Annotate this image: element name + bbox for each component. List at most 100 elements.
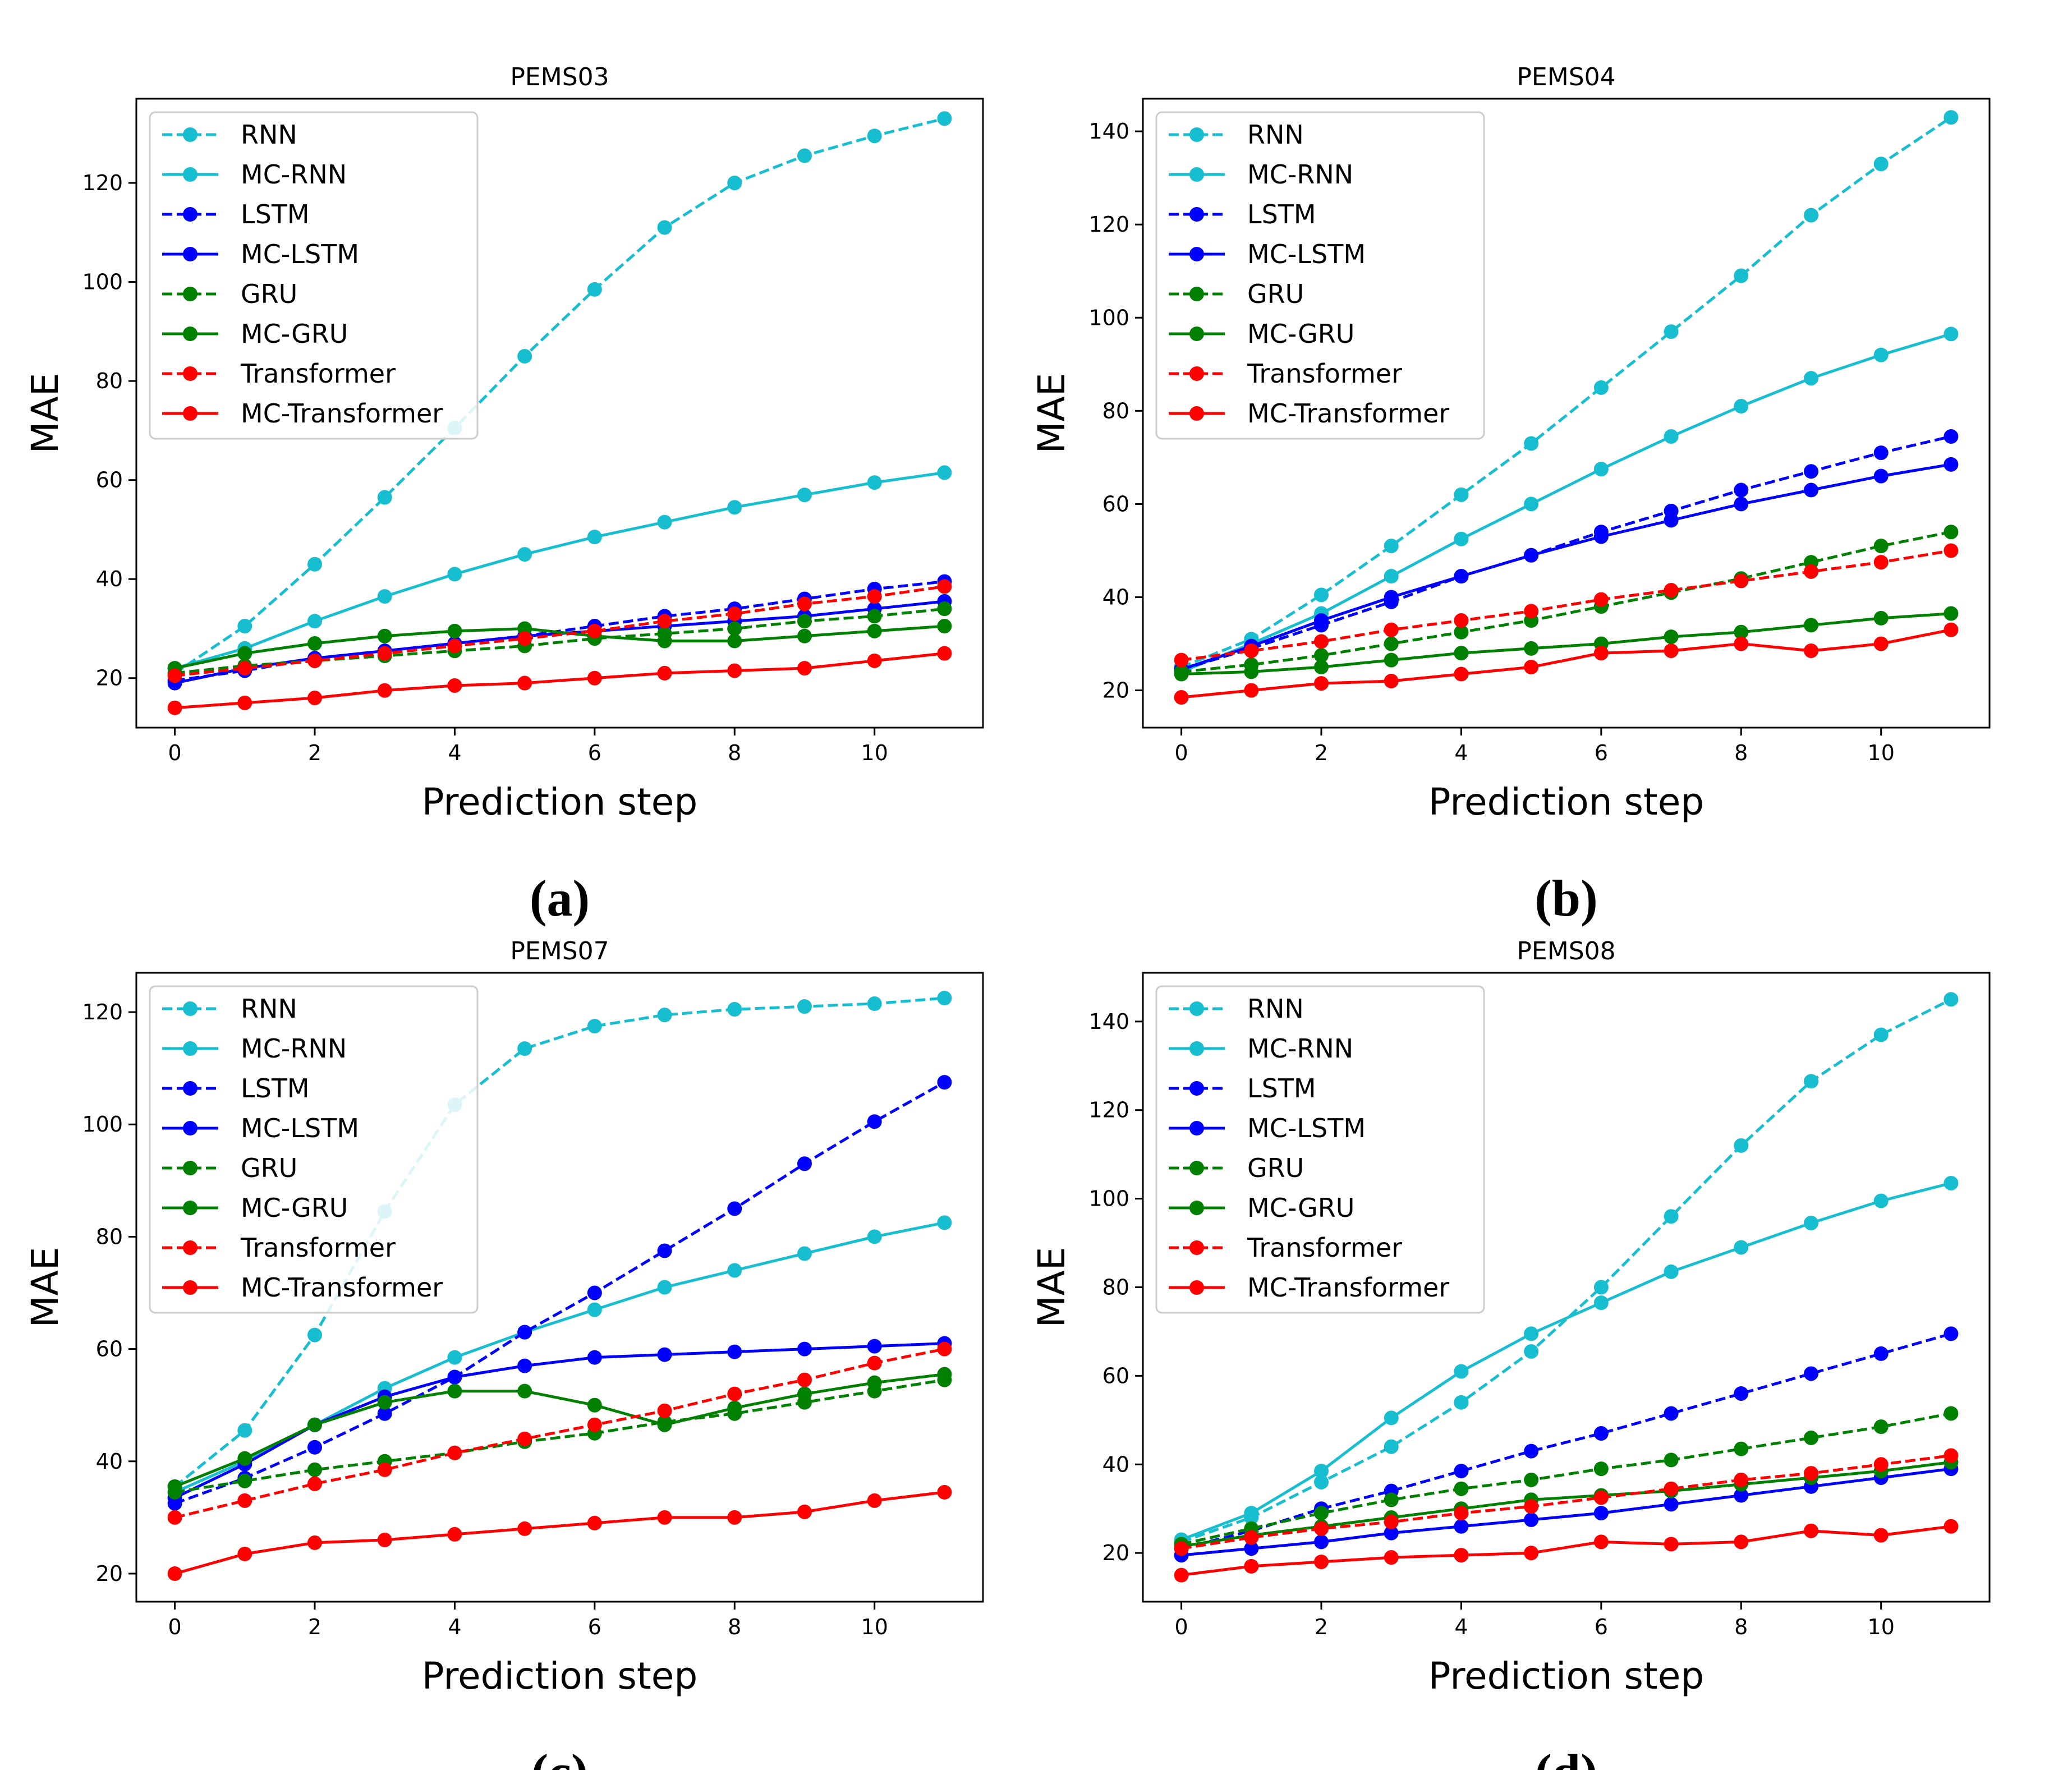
legend-entry-label: Transformer (240, 1233, 396, 1263)
data-point-mc-transformer (1384, 1550, 1399, 1565)
data-point-rnn (727, 1002, 742, 1017)
data-point-mc-gru (447, 1383, 462, 1399)
data-point-mc-lstm (1593, 1506, 1609, 1521)
data-point-lstm (727, 1201, 742, 1216)
data-point-transformer (587, 1417, 602, 1432)
data-point-rnn (587, 282, 602, 297)
data-point-mc-transformer (1174, 1567, 1189, 1583)
y-tick-label: 40 (96, 1449, 123, 1474)
data-point-rnn (1384, 539, 1399, 554)
data-point-gru (727, 621, 742, 636)
data-point-mc-gru (307, 636, 323, 651)
x-axis-label: Prediction step (1428, 1654, 1705, 1698)
legend-swatch-marker (183, 366, 197, 381)
legend-entry-label: GRU (241, 279, 297, 309)
legend-box (1155, 111, 1485, 440)
data-point-mc-transformer (587, 670, 602, 686)
data-point-mc-transformer (1314, 676, 1329, 691)
data-point-gru (1664, 1452, 1679, 1468)
data-point-mc-lstm (517, 1358, 532, 1373)
data-point-lstm (1734, 482, 1749, 498)
data-point-mc-transformer (167, 700, 182, 715)
data-point-mc-transformer (867, 1493, 882, 1508)
series-line-rnn (1180, 116, 1952, 669)
data-point-transformer (1244, 643, 1259, 658)
data-point-rnn (937, 991, 952, 1006)
data-point-mc-rnn (447, 1350, 462, 1365)
data-point-mc-gru (1734, 624, 1749, 640)
data-point-mc-transformer (727, 663, 742, 678)
series-line-mc-transformer (1181, 628, 1951, 699)
data-point-mc-gru (237, 1451, 252, 1466)
x-tick-label: 2 (308, 741, 321, 765)
data-point-mc-transformer (1734, 1534, 1749, 1550)
data-point-transformer (1174, 1541, 1189, 1556)
y-tick-label: 140 (1088, 119, 1129, 144)
data-point-transformer (1593, 1490, 1609, 1505)
data-point-mc-lstm (867, 1339, 882, 1354)
data-point-rnn (1944, 110, 1959, 125)
x-tick-label: 4 (1454, 741, 1468, 765)
x-tick-label: 6 (1595, 741, 1608, 765)
data-point-mc-transformer (1454, 666, 1469, 682)
data-point-mc-lstm (797, 1341, 812, 1357)
series-line-gru (1181, 1412, 1951, 1546)
data-point-mc-rnn (1944, 327, 1959, 342)
data-point-mc-rnn (1454, 531, 1469, 546)
data-point-mc-transformer (937, 646, 952, 661)
data-point-mc-rnn (1803, 1216, 1818, 1231)
legend-entry-label: GRU (1247, 279, 1304, 309)
data-point-transformer (1664, 583, 1679, 598)
y-tick-label: 20 (1102, 1541, 1129, 1565)
data-point-mc-transformer (307, 691, 323, 706)
legend-swatch-marker (183, 1001, 197, 1016)
legend-swatch-marker (1189, 247, 1204, 261)
series-line-lstm (1180, 435, 1951, 671)
y-tick-label: 120 (1088, 1098, 1129, 1123)
data-point-rnn (517, 1041, 532, 1056)
data-point-mc-rnn (657, 1280, 672, 1295)
data-point-transformer (1244, 1530, 1259, 1545)
legend-swatch-marker (1189, 287, 1204, 301)
data-point-transformer (1803, 1466, 1818, 1481)
data-point-mc-lstm (1873, 468, 1889, 484)
data-point-lstm (1524, 1443, 1539, 1459)
chart-panel-3: PEMS07 0 2 4 6 8 10 20 40 60 80 100 120 Prediction st… (24, 937, 984, 1770)
data-point-rnn (1524, 1344, 1539, 1359)
data-point-mc-lstm (657, 1347, 672, 1362)
data-point-mc-lstm (1664, 513, 1679, 528)
data-point-mc-rnn (1314, 1464, 1329, 1479)
data-point-mc-transformer (167, 1566, 182, 1581)
data-point-transformer (1873, 1457, 1889, 1472)
series-line-rnn (174, 117, 945, 674)
data-point-rnn (307, 1327, 323, 1343)
data-point-lstm (377, 1406, 392, 1421)
data-point-mc-transformer (937, 1484, 952, 1500)
legend-swatch-marker (183, 1201, 197, 1215)
data-point-mc-lstm (447, 1369, 462, 1385)
data-point-mc-lstm (1664, 1497, 1679, 1512)
series-line-mc-rnn (174, 471, 945, 670)
data-point-mc-transformer (657, 665, 672, 681)
data-point-lstm (1454, 1464, 1469, 1479)
y-axis-label: MAE (1030, 373, 1073, 454)
data-point-mc-transformer (1593, 1534, 1609, 1550)
data-point-mc-lstm (1384, 1525, 1399, 1541)
data-point-mc-lstm (1734, 496, 1749, 512)
legend-entry-label: MC-GRU (241, 1193, 348, 1223)
panel-caption: (d) (1535, 1744, 1597, 1770)
data-point-rnn (587, 1019, 602, 1034)
legend-entry-label: Transformer (1247, 1233, 1402, 1263)
data-point-transformer (167, 1510, 182, 1525)
data-point-lstm (1664, 1406, 1679, 1421)
data-point-lstm (1944, 1326, 1959, 1341)
data-point-transformer (1873, 555, 1889, 570)
legend-entry-label: RNN (241, 994, 297, 1024)
data-point-gru (1593, 1461, 1609, 1477)
series-line-transformer (174, 585, 945, 677)
data-point-lstm (307, 1440, 323, 1455)
data-point-transformer (447, 1445, 462, 1460)
data-point-rnn (517, 348, 532, 364)
data-point-rnn (237, 1423, 252, 1438)
